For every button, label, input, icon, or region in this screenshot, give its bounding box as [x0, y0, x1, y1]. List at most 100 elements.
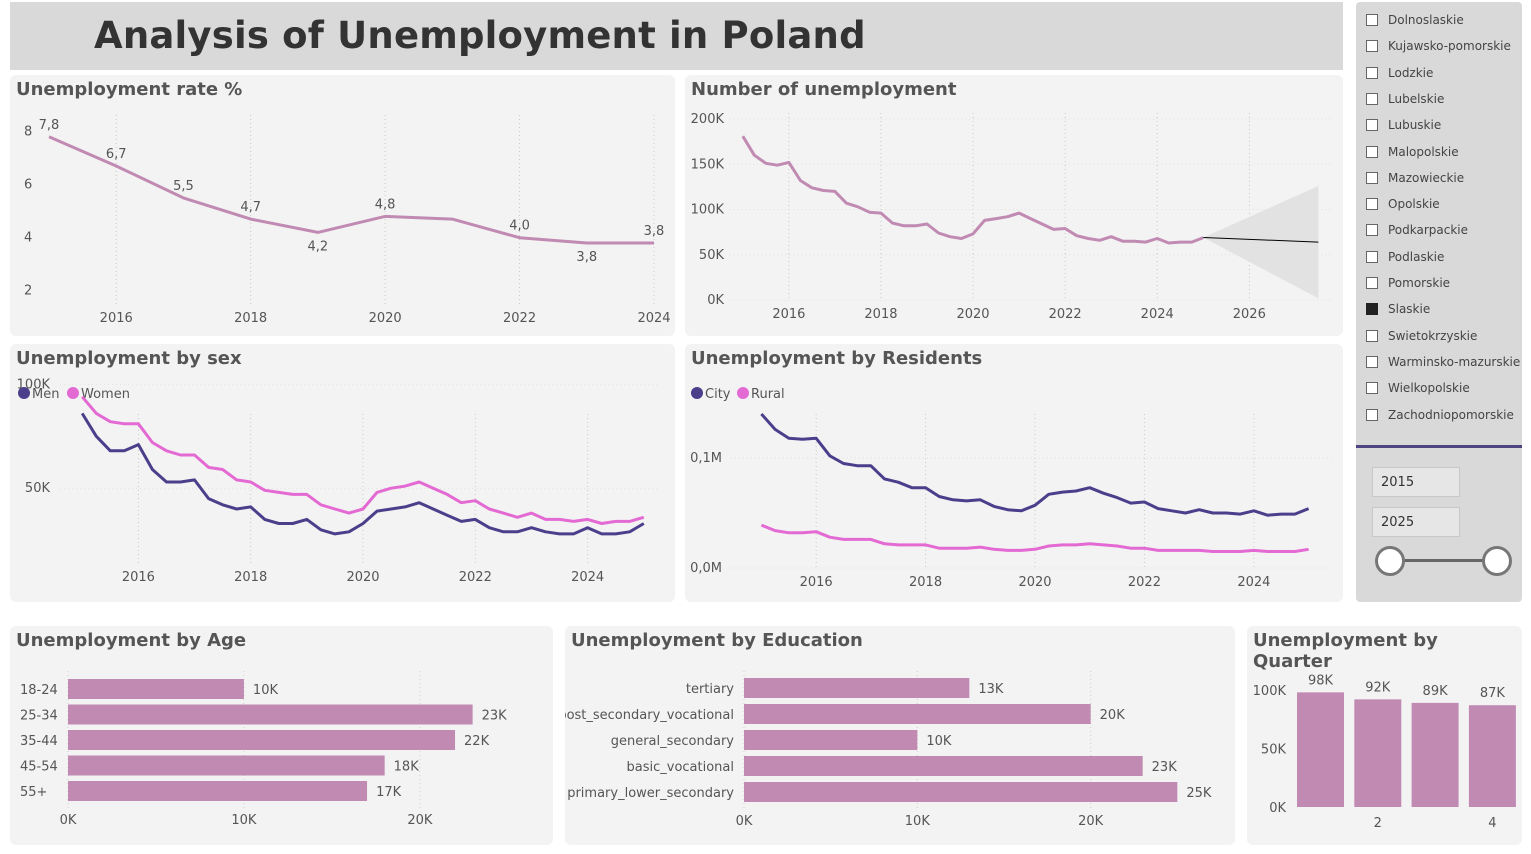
age-chart[interactable]: 0K 10K 20K 18-24 10K 25-34 23K 35-44 22K 45-54 18K…: [10, 626, 553, 845]
region-checkbox[interactable]: [1366, 92, 1378, 105]
region-item-swietokrzyskie[interactable]: Swietokrzyskie: [1366, 326, 1477, 346]
region-item-lodzkie[interactable]: Lodzkie: [1366, 63, 1433, 83]
x-tick-label: 2024: [637, 311, 670, 326]
bar-18-24: [68, 679, 244, 699]
bar-55+: [68, 781, 368, 801]
region-label: Lodzkie: [1388, 65, 1434, 80]
region-item-malopolskie[interactable]: Malopolskie: [1366, 142, 1459, 162]
rate-data-label: 3,8: [576, 250, 597, 265]
bar-value-label: 92K: [1365, 680, 1391, 695]
year-from-input[interactable]: 2015: [1372, 467, 1460, 497]
category-label: basic_vocational: [627, 760, 735, 775]
bar-value-label: 25K: [1186, 786, 1212, 801]
region-checkbox[interactable]: [1366, 171, 1378, 184]
y-tick-label: 8: [24, 125, 32, 140]
category-label: 18-24: [20, 683, 58, 698]
residents-line-rural: [760, 523, 1309, 553]
region-item-slaskie[interactable]: Slaskie: [1366, 299, 1430, 319]
residents-chart[interactable]: 2016 2018 2020 2022 2024 0,0M 0,1M City Rural: [685, 344, 1343, 602]
region-checkbox[interactable]: [1366, 303, 1378, 316]
region-label: Wielkopolskie: [1388, 381, 1470, 396]
region-label: Opolskie: [1388, 197, 1440, 212]
bar-value-label: 20K: [1100, 708, 1126, 723]
count-panel: Number of unemployment 2016 2018 2020 2022 2…: [685, 75, 1343, 336]
region-checkbox[interactable]: [1366, 40, 1378, 53]
bar-value-label: 98K: [1308, 673, 1334, 688]
category-label: primary_lower_secondary: [567, 786, 734, 801]
x-tick-label: 2016: [122, 570, 155, 585]
region-checkbox[interactable]: [1366, 277, 1378, 289]
x-tick-label: 0K: [736, 814, 753, 829]
y-tick-label: 100K: [691, 203, 725, 218]
region-checkbox[interactable]: [1366, 119, 1378, 132]
rate-panel: Unemployment rate % 2016 2018 2020 2022 2024…: [10, 75, 675, 336]
count-title: Number of unemployment: [691, 79, 957, 100]
bar-value-label: 10K: [253, 683, 279, 698]
education-panel: Unemployment by Education 0K 10K 20K tertia…: [558, 626, 1235, 845]
y-tick-label: 150K: [691, 157, 725, 172]
year-to-input[interactable]: 2025: [1372, 507, 1460, 537]
x-tick-label: 10K: [231, 813, 257, 828]
region-label: Lubelskie: [1388, 91, 1445, 106]
forecast-line: [1203, 237, 1319, 243]
region-checkbox[interactable]: [1366, 66, 1378, 79]
residents-line-city: [760, 413, 1310, 517]
x-tick-label: 10K: [905, 814, 931, 829]
year-slider-end-handle[interactable]: [1482, 546, 1512, 576]
year-slider-track[interactable]: [1390, 559, 1498, 562]
rate-data-label: 4,8: [375, 197, 396, 212]
category-label: 55+: [20, 785, 47, 800]
x-tick-label: 2020: [1018, 575, 1051, 590]
y-tick-label: 6: [24, 178, 32, 193]
legend-rural-label: Rural: [751, 387, 785, 402]
year-slider-start-handle[interactable]: [1375, 546, 1405, 576]
region-label: Podkarpackie: [1388, 223, 1469, 238]
region-item-mazowieckie[interactable]: Mazowieckie: [1366, 168, 1464, 188]
region-checkbox[interactable]: [1366, 329, 1378, 342]
region-item-wielkopolskie[interactable]: Wielkopolskie: [1366, 378, 1470, 398]
region-checkbox[interactable]: [1366, 250, 1378, 263]
region-item-dolnoslaskie[interactable]: Dolnoslaskie: [1366, 10, 1464, 30]
y-tick-label: 50K: [699, 248, 725, 263]
x-tick-label: 20K: [407, 813, 433, 828]
y-tick-label: 50K: [25, 481, 51, 496]
x-tick-label: 2018: [864, 307, 897, 322]
rate-chart[interactable]: 2016 2018 2020 2022 2024 2 4 6 8 7,8 6,7 5,5 4,7 4,2 4…: [10, 75, 675, 336]
region-checkbox[interactable]: [1366, 382, 1378, 395]
region-item-podkarpackie[interactable]: Podkarpackie: [1366, 220, 1468, 240]
bar-primary_lower_secondary: [744, 782, 1178, 802]
region-item-lubelskie[interactable]: Lubelskie: [1366, 89, 1444, 109]
bar-value-label: 13K: [978, 682, 1004, 697]
region-checkbox[interactable]: [1366, 14, 1378, 26]
page-title: Analysis of Unemployment in Poland: [94, 14, 866, 57]
rate-data-label: 6,7: [106, 147, 127, 162]
sex-title: Unemployment by sex: [16, 348, 242, 369]
x-tick-label: 20K: [1078, 814, 1104, 829]
count-chart[interactable]: 2016 2018 2020 2022 2024 2026 0K 50K 100K 150K 200…: [685, 75, 1343, 336]
region-checkbox[interactable]: [1366, 145, 1378, 158]
region-label: Malopolskie: [1388, 144, 1459, 159]
region-checkbox[interactable]: [1366, 198, 1378, 211]
region-item-kujawsko-pomorskie[interactable]: Kujawsko-pomorskie: [1366, 36, 1511, 56]
region-item-warminsko-mazurskie[interactable]: Warminsko-mazurskie: [1366, 352, 1520, 372]
y-tick-label: 0,1M: [690, 451, 722, 466]
bar-q4: [1468, 705, 1516, 807]
bar-45-54: [68, 755, 385, 776]
quarter-chart[interactable]: 0K 50K 100K 98K 92K 2 89K 87K 4: [1247, 626, 1522, 845]
rate-data-label: 3,8: [644, 224, 665, 239]
y-tick-label: 4: [24, 231, 32, 246]
region-item-opolskie[interactable]: Opolskie: [1366, 194, 1440, 214]
region-item-pomorskie[interactable]: Pomorskie: [1366, 273, 1450, 293]
region-checkbox[interactable]: [1366, 408, 1378, 421]
region-item-lubuskie[interactable]: Lubuskie: [1366, 115, 1441, 135]
region-checkbox[interactable]: [1366, 224, 1378, 237]
region-checkbox[interactable]: [1366, 355, 1378, 368]
education-chart[interactable]: 0K 10K 20K tertiary 13K post_secondary_vocati…: [558, 626, 1235, 845]
slicer-divider: [1356, 445, 1522, 448]
bar-general_secondary: [744, 730, 918, 750]
region-item-zachodniopomorskie[interactable]: Zachodniopomorskie: [1366, 405, 1514, 425]
education-title: Unemployment by Education: [571, 630, 863, 651]
x-tick-label: 4: [1488, 816, 1496, 831]
region-item-podlaskie[interactable]: Podlaskie: [1366, 247, 1444, 267]
